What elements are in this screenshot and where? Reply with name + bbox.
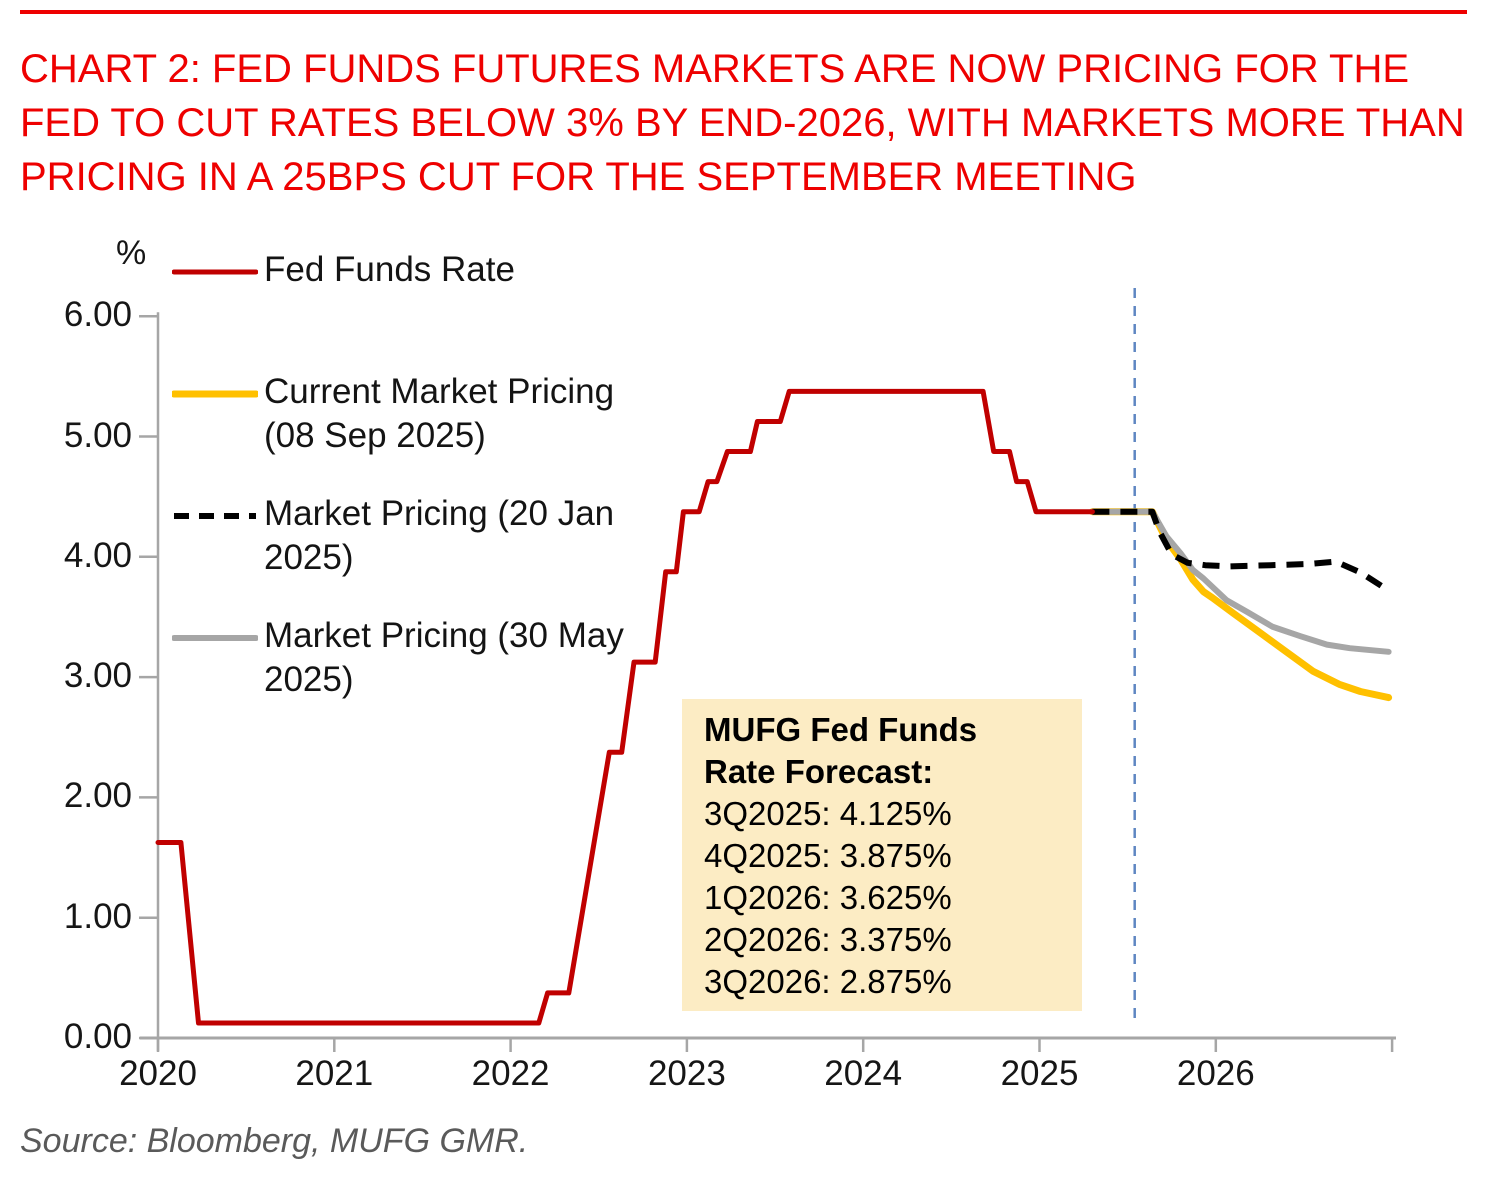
top-rule [20,10,1467,14]
series-market-pricing-20-jan-2025 [1092,508,1391,594]
forecast-line: 1Q2026: 3.625% [704,879,952,916]
forecast-line: 3Q2026: 2.875% [704,963,952,1000]
legend-item: Market Pricing (20 Jan 2025) [172,492,646,580]
forecast-title: MUFG Fed Funds Rate Forecast: [704,711,978,790]
forecast-line: 2Q2026: 3.375% [704,921,952,958]
y-tick-label: 6.00 [63,295,132,335]
x-tick-label: 2025 [1000,1054,1079,1093]
forecast-lines: 3Q2025: 4.125% 4Q2025: 3.875% 1Q2026: 3.62… [704,793,1082,1003]
x-tick-label: 2020 [119,1054,197,1093]
legend-label: Current Market Pricing (08 Sep 2025) [264,372,615,455]
series-current-market-pricing-08-sep-2025 [1088,508,1393,702]
series-fed-funds-rate [155,388,1095,1026]
legend-swatch-line [171,616,259,663]
legend-label: Fed Funds Rate [264,250,515,289]
x-tick-label: 2026 [1176,1054,1255,1093]
y-axis-unit-label: % [116,234,147,272]
source-note: Source: Bloomberg, MUFG GMR. [20,1122,529,1160]
x-tick-label: 2023 [647,1054,726,1093]
legend-item: Current Market Pricing (08 Sep 2025) [170,370,646,458]
x-tick-label: 2024 [824,1054,903,1093]
legend-item: Market Pricing (30 May 2025) [171,614,646,702]
chart-title: CHART 2: FED FUNDS FUTURES MARKETS ARE N… [20,47,1465,199]
legend-swatch-line [172,494,258,541]
forecast-line: 4Q2025: 3.875% [704,837,952,874]
x-tick-label: 2021 [295,1054,374,1093]
y-tick-label: 5.00 [63,415,132,455]
legend-swatch-line [170,372,260,419]
y-tick-label: 1.00 [63,896,132,936]
legend-item: Fed Funds Rate [171,248,515,297]
forecast-annotation-box: MUFG Fed Funds Rate Forecast: 3Q2025: 4.… [682,699,1082,1011]
forecast-line: 3Q2025: 4.125% [704,795,952,832]
y-tick-label: 0.00 [63,1017,132,1056]
legend-label: Market Pricing (20 Jan 2025) [264,494,615,577]
y-tick-label: 4.00 [63,535,132,575]
y-tick-label: 3.00 [63,656,132,696]
legend-swatch-line [171,250,259,297]
series-market-pricing-30-may-2025 [1089,508,1392,655]
legend-label: Market Pricing (30 May 2025) [264,616,624,699]
x-tick-label: 2022 [471,1054,550,1093]
y-tick-label: 2.00 [63,776,132,816]
